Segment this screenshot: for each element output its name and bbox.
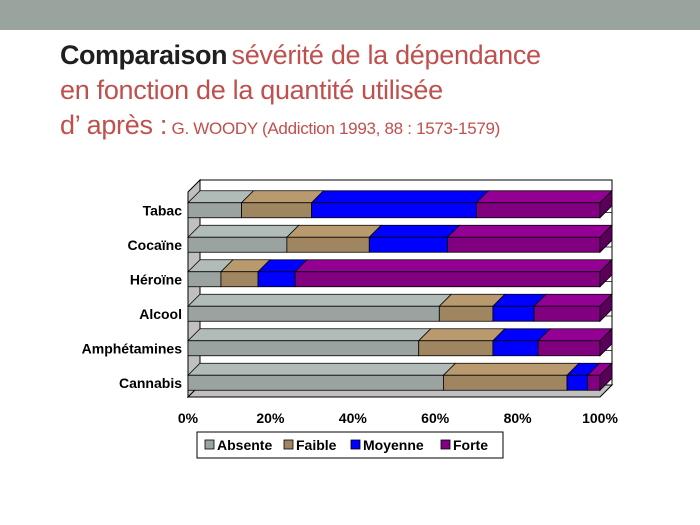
bar-alcool-forte-top	[533, 293, 613, 307]
x-tick-label: 60%	[421, 410, 450, 426]
bar-cannabis-forte-side	[599, 362, 613, 392]
category-label: Héroïne	[130, 271, 182, 287]
bar-tabac-absente	[187, 202, 242, 219]
bar-cannabis-absente-top	[187, 362, 457, 376]
bar-alcool-forte-side	[599, 293, 613, 323]
bar-tabac-forte-top	[475, 190, 613, 204]
bar-heroine-moyenne	[257, 271, 296, 288]
bar-amphetamines-faible	[418, 340, 494, 357]
bar-heroine-forte-top	[294, 259, 613, 273]
bar-tabac-moyenne	[311, 202, 477, 219]
category-label: Cannabis	[119, 375, 182, 391]
bar-cocaine-forte-side	[599, 224, 613, 254]
bar-cocaine-forte-top	[446, 224, 613, 238]
top-band	[0, 0, 700, 30]
bar-cocaine-faible-top	[285, 224, 383, 238]
bar-cocaine-moyenne-top	[368, 224, 461, 238]
x-tick-label: 20%	[256, 410, 285, 426]
bar-tabac-moyenne-top	[310, 190, 490, 204]
bar-amphetamines-faible-top	[417, 328, 506, 342]
legend-label: Forte	[453, 437, 488, 453]
legend-label: Moyenne	[363, 437, 424, 453]
bar-cannabis-faible	[443, 374, 568, 391]
bar-cannabis-absente	[187, 374, 444, 391]
bar-cannabis-moyenne	[566, 374, 589, 391]
bar-amphetamines-forte-top	[537, 328, 613, 342]
legend-swatch-moyenne	[350, 439, 361, 450]
bar-amphetamines-forte	[537, 340, 601, 357]
legend-swatch-forte	[440, 439, 451, 450]
slide-title: Comparaison sévérité de la dépendance en…	[60, 40, 680, 145]
bar-tabac-faible	[241, 202, 312, 219]
title-bold: Comparaison	[60, 40, 228, 70]
bar-heroine-forte-side	[599, 258, 613, 288]
bar-cocaine-forte	[447, 236, 601, 253]
bar-heroine-forte	[294, 271, 601, 288]
x-tick-label: 40%	[339, 410, 368, 426]
title-line1-rest: sévérité de la dépendance	[231, 40, 542, 70]
legend-box	[196, 431, 504, 459]
x-tick-label: 0%	[178, 410, 199, 426]
bar-amphetamines-forte-side	[599, 327, 613, 357]
legend-label: Faible	[296, 437, 337, 453]
x-tick-label: 100%	[582, 410, 618, 426]
title-line3-main: d’ après :	[60, 110, 168, 140]
bar-tabac-forte-side	[599, 189, 613, 219]
bar-heroine-faible	[220, 271, 259, 288]
legend-swatch-faible	[283, 439, 294, 450]
legend-swatch-absente	[204, 439, 215, 450]
bar-amphetamines-moyenne	[492, 340, 539, 357]
bar-tabac-faible-top	[240, 190, 325, 204]
bar-cannabis-faible-top	[442, 362, 581, 376]
bar-cannabis-forte	[587, 374, 601, 391]
bar-heroine-absente	[187, 271, 222, 288]
category-label: Tabac	[143, 202, 183, 218]
bar-alcool-absente	[187, 305, 440, 322]
bar-cocaine-moyenne	[368, 236, 448, 253]
bar-alcool-absente-top	[187, 293, 453, 307]
bar-cocaine-absente	[187, 236, 288, 253]
bar-alcool-forte	[533, 305, 601, 322]
title-reference: G. WOODY (Addiction 1993, 88 : 1573-1579…	[171, 119, 501, 138]
bar-amphetamines-absente-top	[187, 328, 432, 342]
category-label: Amphétamines	[82, 340, 183, 356]
bar-cocaine-faible	[286, 236, 370, 253]
bar-alcool-moyenne	[492, 305, 535, 322]
bar-tabac-forte	[475, 202, 601, 219]
title-line2: en fonction de la quantité utilisée	[60, 75, 443, 105]
legend-label: Absente	[217, 437, 272, 453]
x-tick-label: 80%	[504, 410, 533, 426]
bar-amphetamines-absente	[187, 340, 420, 357]
bar-cocaine-absente-top	[187, 224, 300, 238]
category-label: Alcool	[139, 306, 182, 322]
bar-alcool-faible	[438, 305, 494, 322]
category-label: Cocaïne	[128, 237, 183, 253]
